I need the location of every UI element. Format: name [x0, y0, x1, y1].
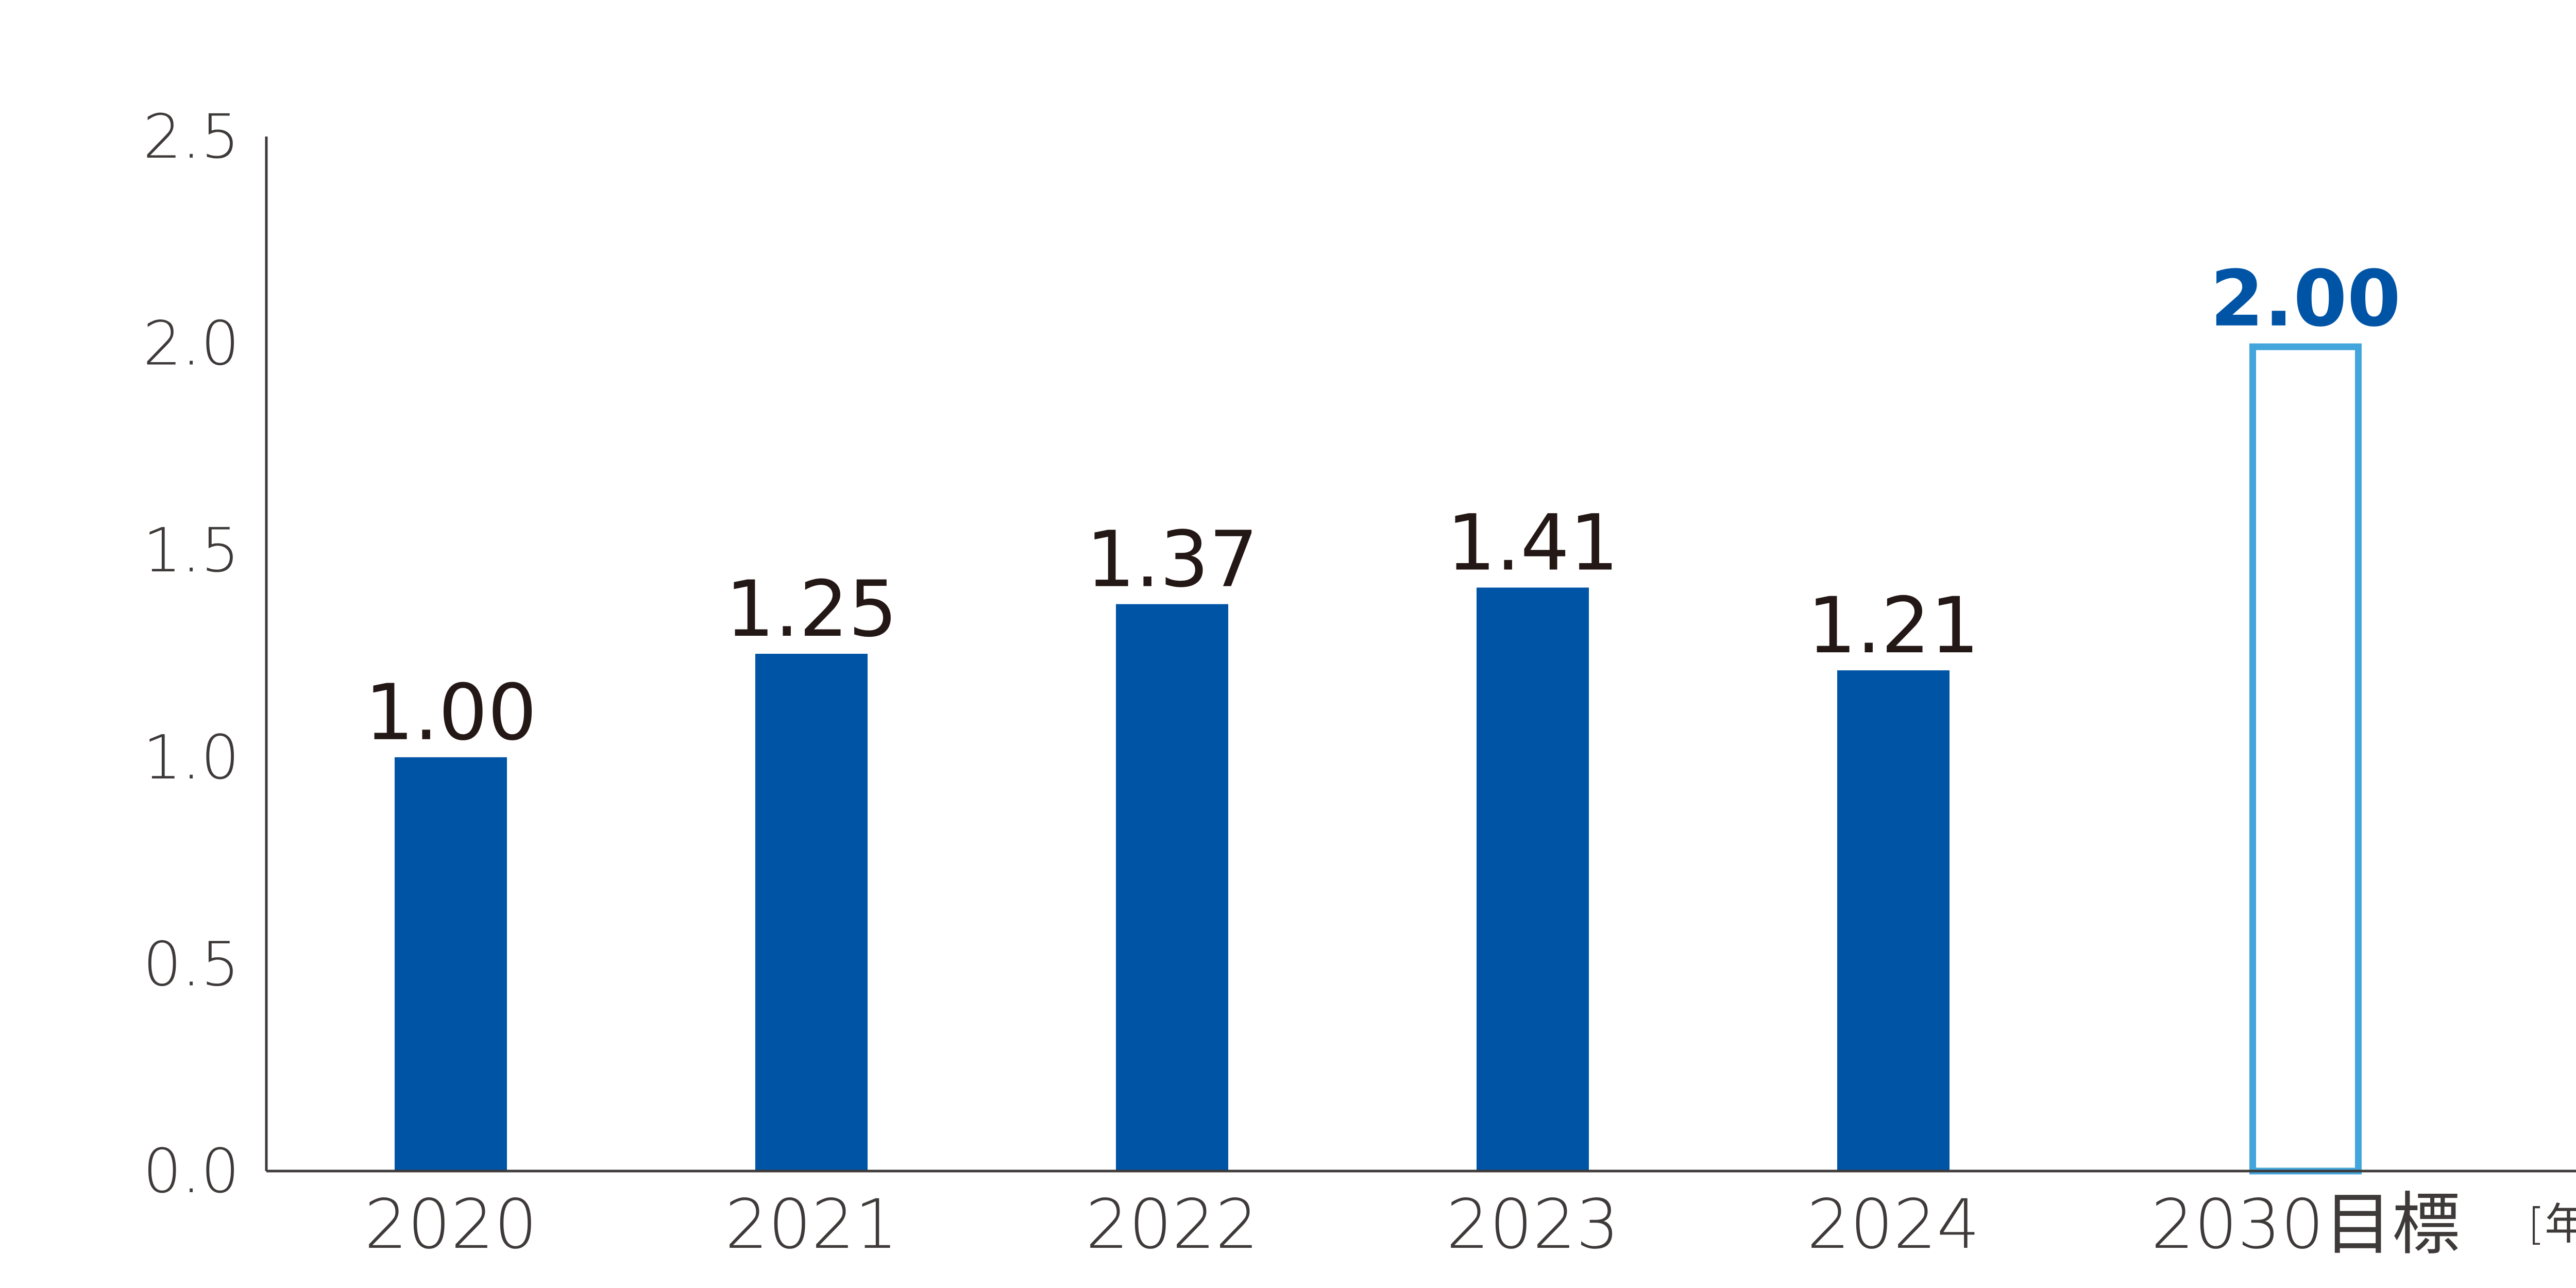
- y-tick-label: 0.0: [143, 1136, 240, 1207]
- y-tick-label: 2.5: [143, 101, 240, 172]
- value-labels: 1.00 1.25 1.37 1.41 1.21 2.00: [365, 255, 2401, 758]
- x-category-label: 2022: [1086, 1185, 1259, 1264]
- target-value-label: 2.00: [2210, 255, 2401, 344]
- bar: [395, 757, 507, 1171]
- x-category-label: 2024: [1807, 1185, 1980, 1264]
- bar-value-label: 1.41: [1447, 498, 1619, 588]
- bar: [1116, 604, 1228, 1171]
- bar: [755, 654, 868, 1171]
- x-category-label: 2023: [1446, 1185, 1619, 1264]
- bar-value-label: 1.25: [725, 565, 897, 654]
- target-bar: [2249, 343, 2362, 1175]
- bar-value-label: 1.21: [1807, 581, 1979, 671]
- bar-value-label: 1.37: [1086, 515, 1258, 605]
- y-tick-label: 1.5: [143, 515, 240, 586]
- x-category-label: 2020: [364, 1185, 537, 1264]
- bar: [1477, 587, 1589, 1171]
- bar-value-label: 1.00: [365, 668, 537, 758]
- bar: [1837, 670, 1950, 1171]
- x-axis-unit-label: [年度]: [2528, 1199, 2576, 1249]
- x-category-label: 2030目標: [2151, 1185, 2460, 1264]
- y-tick-label: 2.0: [143, 308, 240, 379]
- x-category-label: 2021: [725, 1185, 898, 1264]
- y-tick-label: 0.5: [143, 928, 240, 999]
- bars: [395, 343, 2362, 1175]
- y-tick-label: 1.0: [143, 722, 240, 793]
- x-axis-labels: 2020 2021 2022 2023 2024 2030目標: [364, 1185, 2460, 1264]
- y-axis-ticks: 0.0 0.5 1.0 1.5 2.0 2.5: [143, 101, 240, 1207]
